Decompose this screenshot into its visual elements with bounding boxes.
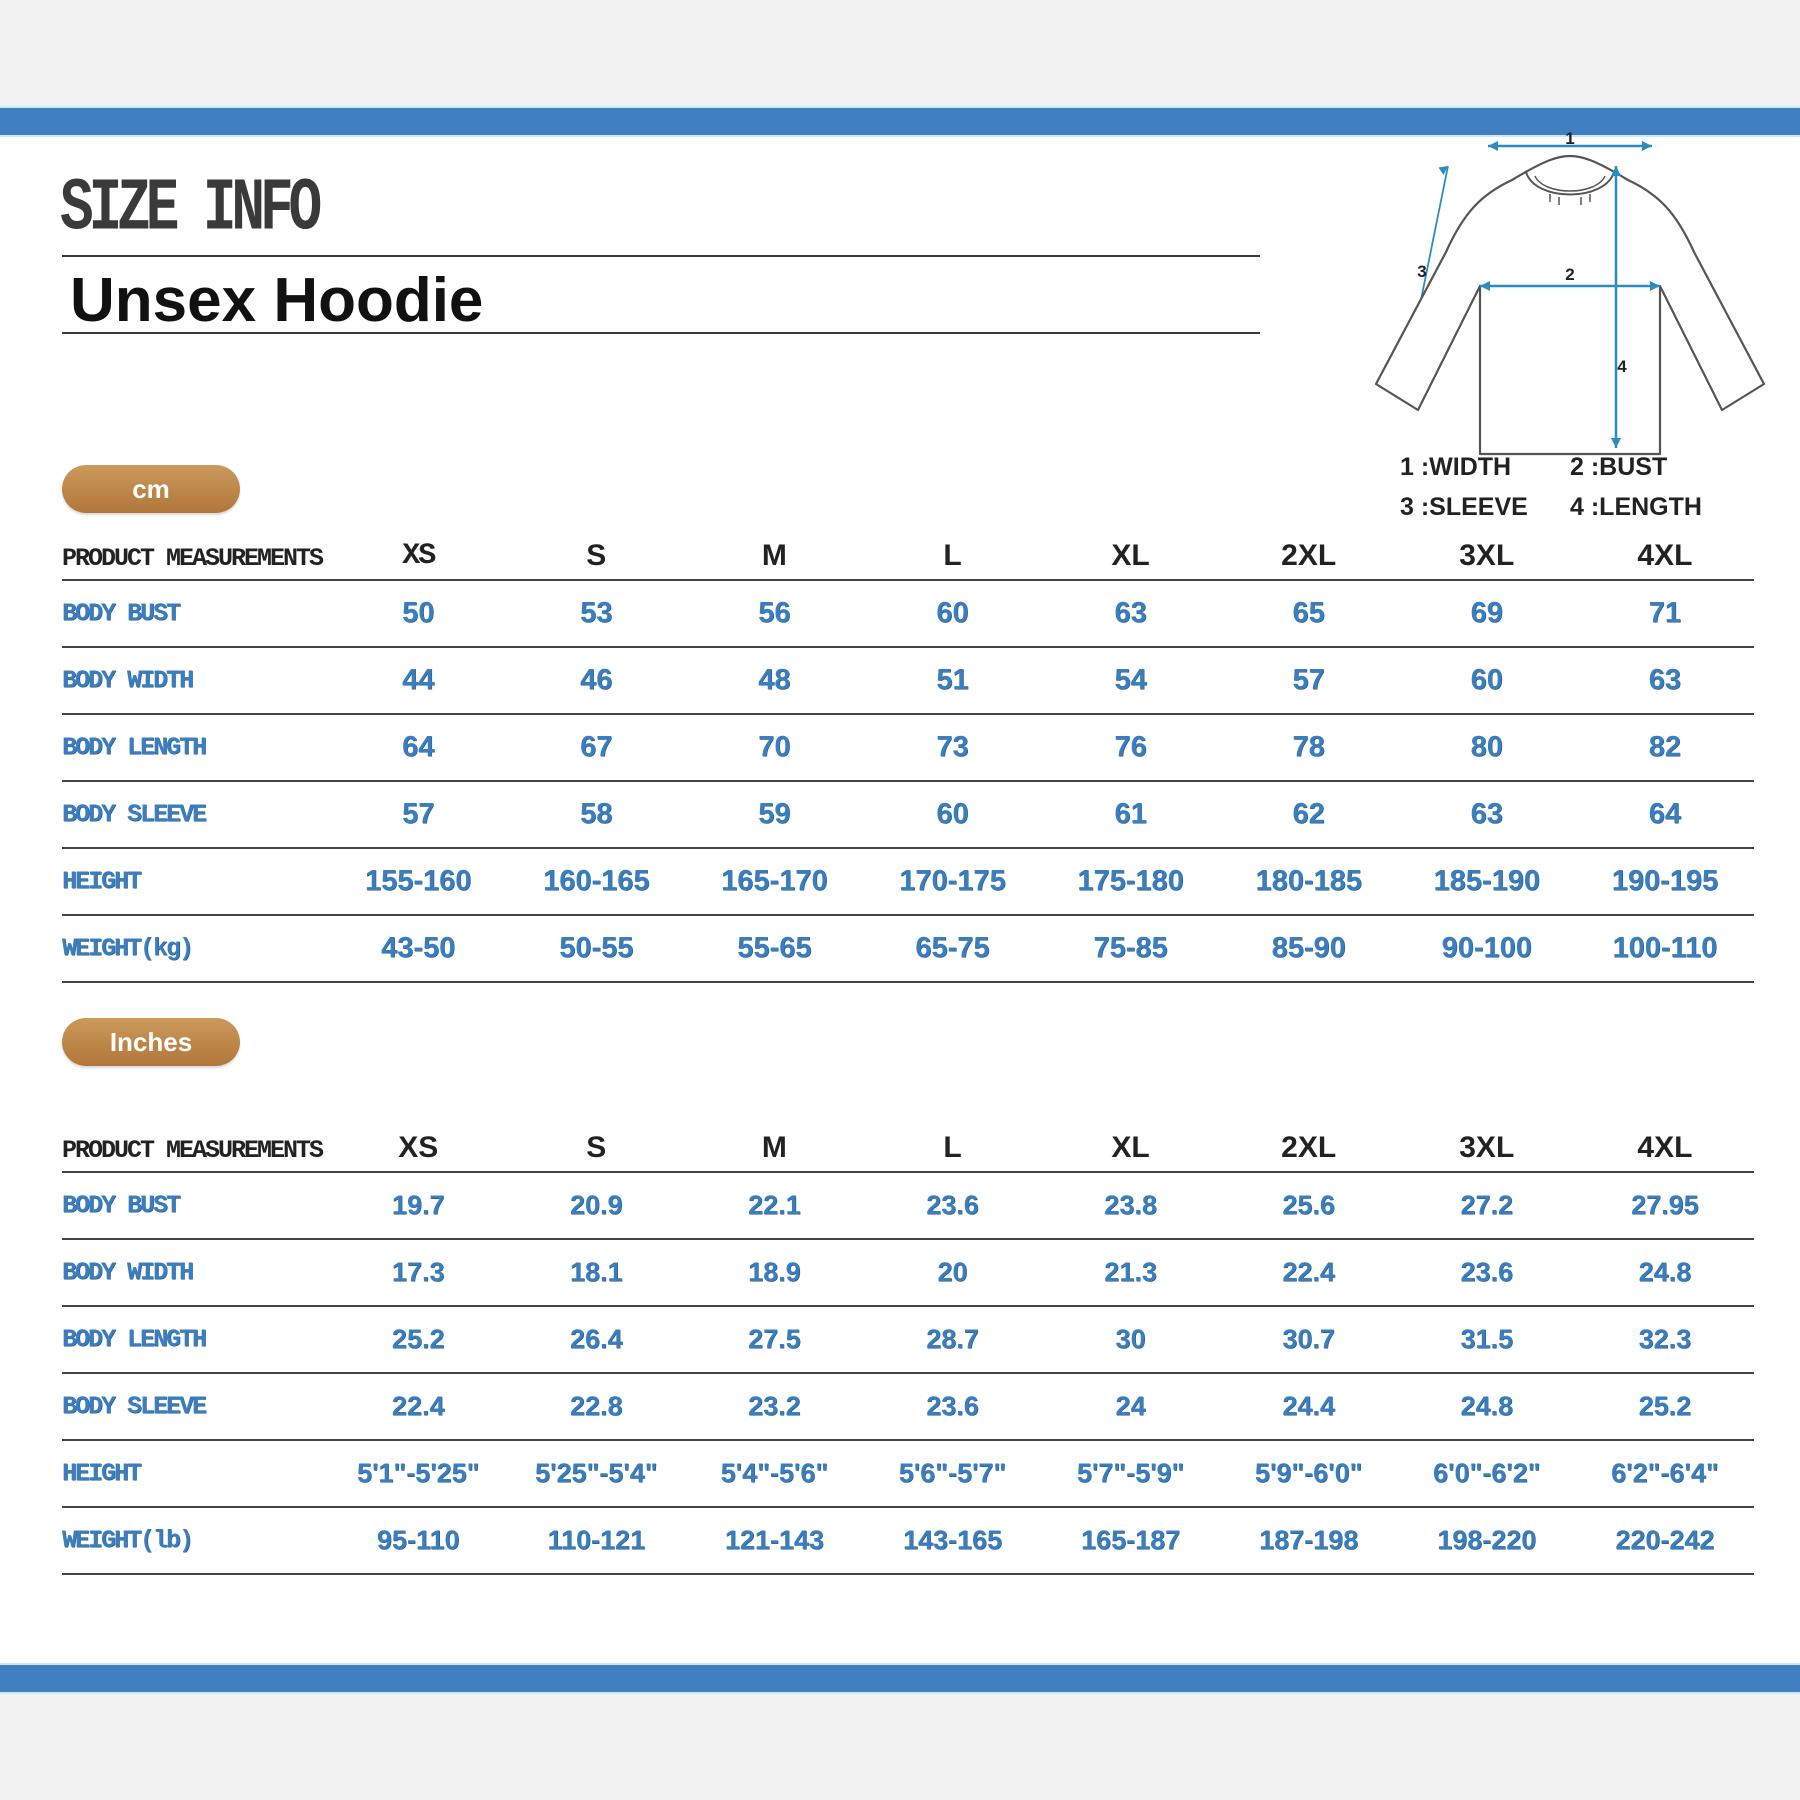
svg-text:2: 2	[1565, 265, 1574, 284]
svg-text:4: 4	[1617, 357, 1627, 376]
svg-text:3: 3	[1417, 262, 1426, 281]
svg-text:1: 1	[1565, 132, 1574, 148]
